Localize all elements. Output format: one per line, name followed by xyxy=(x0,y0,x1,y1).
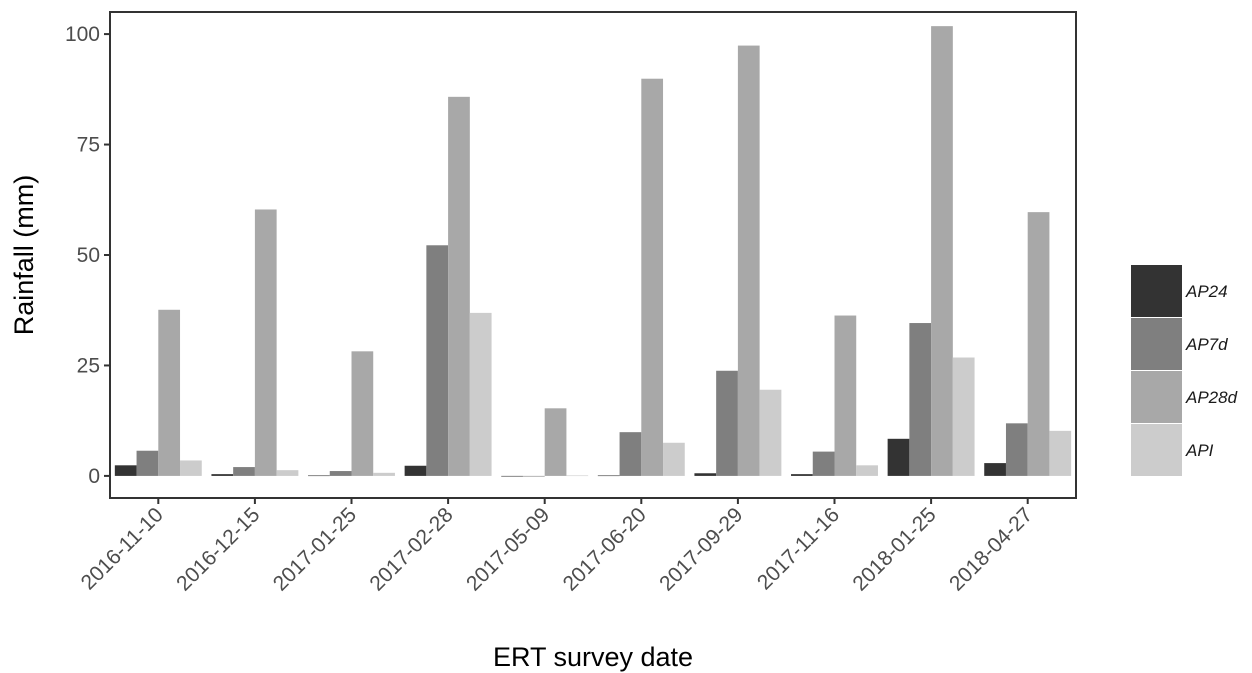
bar-api-2017-06-20 xyxy=(663,442,685,476)
x-tick-label: 2017-09-29 xyxy=(655,503,747,595)
x-axis-title: ERT survey date xyxy=(493,642,693,672)
x-tick-label: 2017-05-09 xyxy=(462,503,554,595)
bar-ap7d-2017-06-20 xyxy=(619,432,642,476)
bar-api-2017-09-29 xyxy=(759,389,782,476)
legend-label-ap28d: AP28d xyxy=(1185,388,1238,407)
bars-layer xyxy=(114,26,1072,477)
bar-ap24-2016-12-15 xyxy=(211,474,234,476)
x-tick-label: 2017-06-20 xyxy=(559,503,651,595)
bar-api-2017-11-16 xyxy=(856,465,878,476)
x-tick-label: 2017-02-28 xyxy=(365,503,457,595)
legend-key-ap7d xyxy=(1131,318,1182,370)
bar-ap24-2017-11-16 xyxy=(791,474,813,476)
bar-ap28d-2018-04-27 xyxy=(1027,212,1050,476)
x-tick-label: 2018-01-25 xyxy=(848,503,940,595)
bar-ap24-2017-05-09 xyxy=(501,475,523,477)
bar-ap7d-2018-01-25 xyxy=(909,323,932,476)
legend-key-api xyxy=(1131,424,1182,476)
x-tick-label: 2018-04-27 xyxy=(945,503,1037,595)
y-tick-label: 100 xyxy=(65,23,100,46)
bar-ap7d-2017-01-25 xyxy=(329,471,352,476)
x-tick-label: 2016-12-15 xyxy=(172,503,264,595)
bar-ap7d-2017-11-16 xyxy=(812,451,835,476)
bar-ap28d-2016-11-10 xyxy=(158,309,181,476)
bar-ap7d-2017-05-09 xyxy=(522,475,545,477)
x-tick-label: 2017-11-16 xyxy=(753,503,844,594)
y-axis-title: Rainfall (mm) xyxy=(9,175,39,336)
bar-api-2016-12-15 xyxy=(276,470,299,476)
bar-ap7d-2017-09-29 xyxy=(716,370,738,476)
bar-api-2017-02-28 xyxy=(469,312,492,476)
y-tick-label: 25 xyxy=(77,354,100,377)
bar-ap24-2016-11-10 xyxy=(114,465,137,476)
x-axis: 2016-11-10 2016-12-15 2017-01-25 2017-02-28… xyxy=(77,498,1037,595)
bar-ap28d-2017-11-16 xyxy=(834,315,857,476)
bar-ap7d-2017-02-28 xyxy=(426,245,449,476)
bar-ap28d-2018-01-25 xyxy=(931,26,953,476)
bar-api-2017-05-09 xyxy=(566,475,589,477)
bar-ap7d-2016-11-10 xyxy=(136,450,159,476)
x-tick-label: 2017-01-25 xyxy=(269,503,361,595)
y-tick-label: 0 xyxy=(88,465,100,488)
bar-ap28d-2017-01-25 xyxy=(351,351,374,476)
legend-key-ap28d xyxy=(1131,371,1182,423)
bar-ap28d-2016-12-15 xyxy=(254,209,277,476)
bar-ap24-2018-01-25 xyxy=(887,438,910,476)
y-tick-label: 75 xyxy=(77,134,100,157)
bar-ap28d-2017-02-28 xyxy=(448,96,470,476)
legend-label-api: API xyxy=(1185,441,1214,460)
bar-ap7d-2016-12-15 xyxy=(233,467,255,476)
legend-label-ap7d: AP7d xyxy=(1185,335,1228,354)
bar-ap24-2017-06-20 xyxy=(597,475,620,477)
legend: AP24 AP7d AP28d API xyxy=(1131,265,1238,476)
bar-ap7d-2018-04-27 xyxy=(1005,423,1028,476)
legend-key-ap24 xyxy=(1131,265,1182,317)
y-axis: 0 25 50 75 100 xyxy=(65,23,110,488)
bar-ap28d-2017-09-29 xyxy=(737,45,760,476)
bar-ap24-2018-04-27 xyxy=(984,463,1006,476)
bar-api-2018-04-27 xyxy=(1049,430,1072,476)
x-tick-label: 2016-11-10 xyxy=(77,503,168,594)
bar-api-2017-01-25 xyxy=(373,472,395,476)
y-tick-label: 50 xyxy=(77,244,100,267)
bar-api-2018-01-25 xyxy=(952,357,975,476)
bar-ap24-2017-09-29 xyxy=(694,473,717,476)
bar-ap24-2017-02-28 xyxy=(404,465,427,476)
legend-label-ap24: AP24 xyxy=(1185,282,1228,301)
bar-api-2016-11-10 xyxy=(180,460,202,476)
bar-ap24-2017-01-25 xyxy=(308,475,330,477)
bar-ap28d-2017-05-09 xyxy=(544,408,567,476)
bar-ap28d-2017-06-20 xyxy=(641,78,664,476)
